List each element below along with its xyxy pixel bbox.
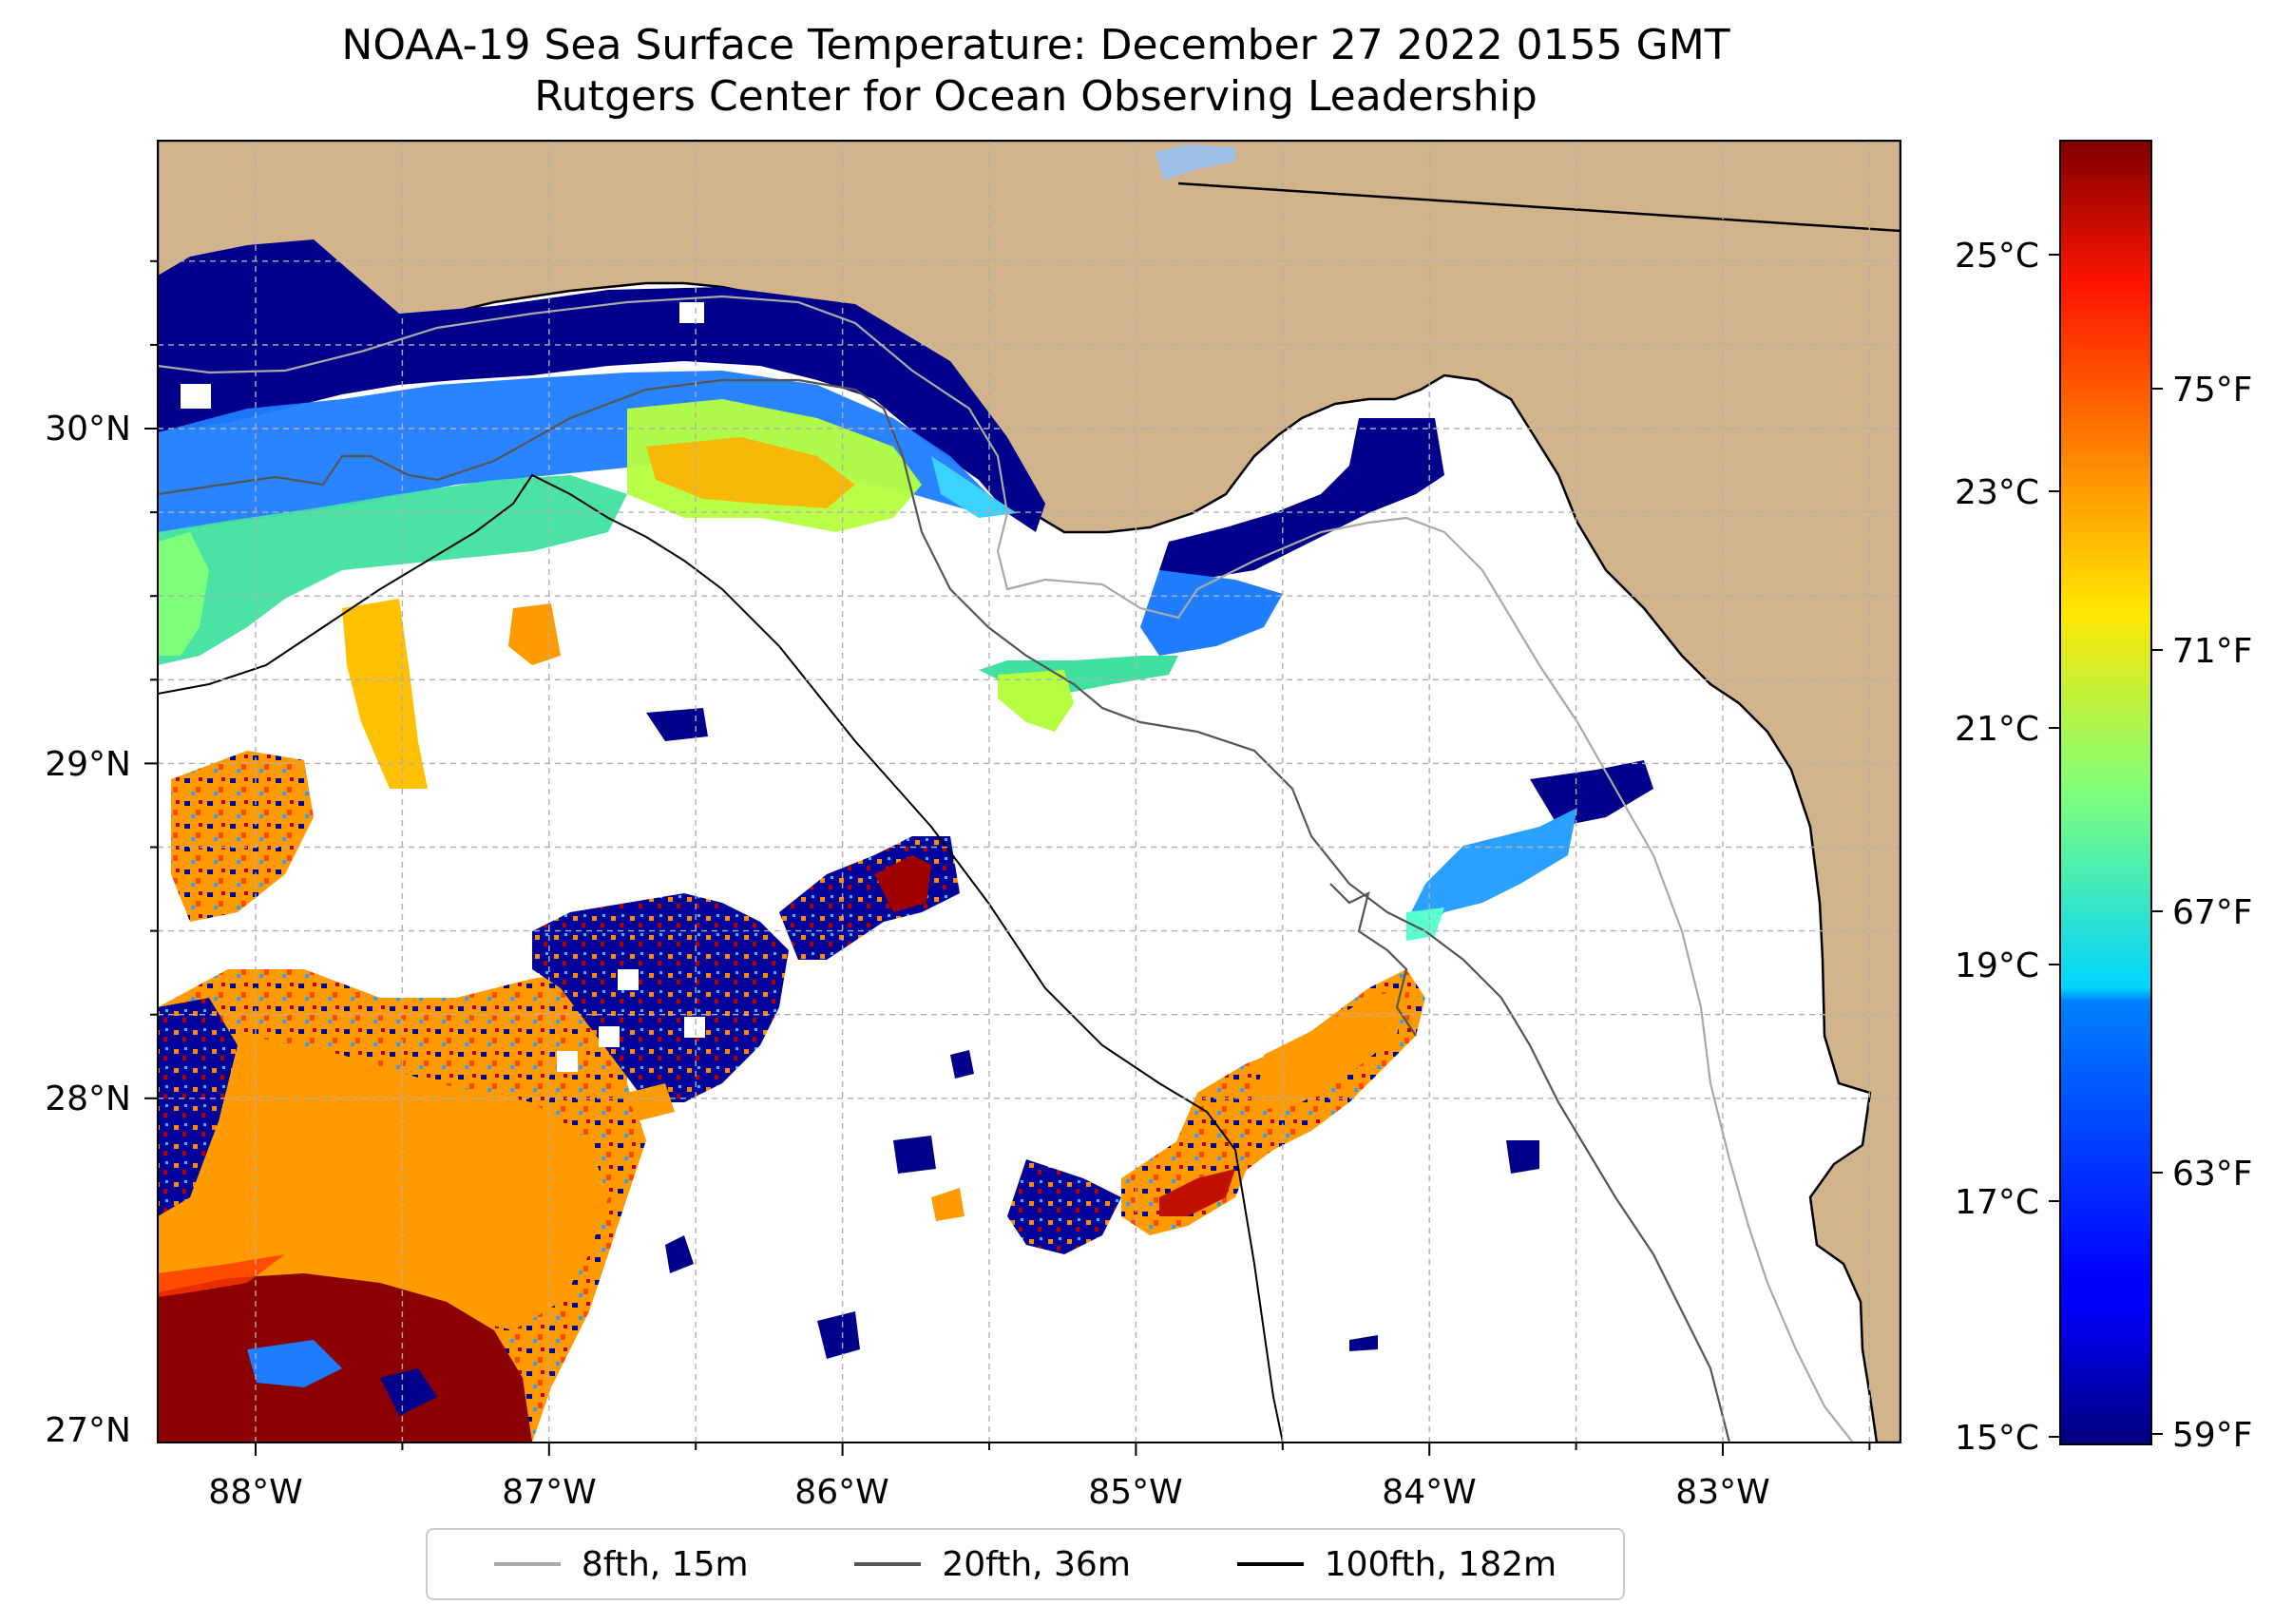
legend-swatch bbox=[493, 1562, 561, 1566]
map-frame bbox=[157, 140, 1901, 1443]
map-area bbox=[158, 141, 1900, 1442]
celsius-tick-label: 25°C bbox=[1955, 237, 2039, 276]
fahrenheit-tick-label: 75°F bbox=[2172, 371, 2253, 410]
legend-label: 100fth, 182m bbox=[1324, 1544, 1557, 1584]
lon-tick-label: 88°W bbox=[208, 1473, 302, 1512]
lat-tick-label: 28°N bbox=[45, 1079, 131, 1118]
lon-tick-label: 83°W bbox=[1675, 1473, 1769, 1512]
lat-tick-label: 29°N bbox=[45, 745, 131, 784]
legend-entry-20fth: 20fth, 36m bbox=[854, 1545, 1131, 1584]
legend-entry-8fth: 8fth, 15m bbox=[493, 1544, 749, 1584]
axis-ticks bbox=[144, 259, 1871, 1456]
fahrenheit-tick-label: 63°F bbox=[2172, 1155, 2253, 1194]
isobath-100fth bbox=[158, 473, 1284, 1442]
celsius-tick-label: 23°C bbox=[1955, 473, 2039, 512]
isobath-8fth bbox=[158, 295, 1854, 1442]
cloud-mask bbox=[181, 302, 705, 1072]
legend-label: 20fth, 36m bbox=[942, 1544, 1131, 1584]
map-title: NOAA-19 Sea Surface Temperature: Decembe… bbox=[341, 21, 1730, 69]
sst-data bbox=[158, 239, 1653, 1442]
lake bbox=[1155, 144, 1235, 181]
legend-label: 8fth, 15m bbox=[581, 1544, 749, 1584]
lon-tick-label: 86°W bbox=[794, 1473, 888, 1512]
colorbar-gradient bbox=[2059, 140, 2152, 1445]
colorbar: 25°C 23°C 21°C 19°C 17°C 15°C 75°F 71°F … bbox=[1955, 140, 2253, 1458]
legend-swatch bbox=[854, 1562, 922, 1566]
isobath-20fth bbox=[158, 378, 1731, 1442]
lon-tick-label: 87°W bbox=[502, 1473, 596, 1512]
celsius-tick-label: 19°C bbox=[1955, 946, 2039, 985]
legend-entry-100fth: 100fth, 182m bbox=[1236, 1544, 1557, 1584]
lat-tick-label: 30°N bbox=[45, 410, 131, 449]
celsius-tick-label: 21°C bbox=[1955, 710, 2039, 749]
state-boundary bbox=[1177, 182, 1900, 233]
lat-tick-label: 27°N bbox=[45, 1411, 131, 1450]
lon-tick-label: 84°W bbox=[1382, 1473, 1476, 1512]
fahrenheit-tick-label: 59°F bbox=[2172, 1416, 2253, 1455]
map-subtitle: Rutgers Center for Ocean Observing Leade… bbox=[534, 72, 1538, 121]
gridlines bbox=[158, 141, 1900, 1442]
fahrenheit-tick-label: 71°F bbox=[2172, 632, 2253, 671]
legend-swatch bbox=[1236, 1562, 1304, 1566]
celsius-tick-label: 17°C bbox=[1955, 1183, 2039, 1222]
celsius-tick-label: 15°C bbox=[1955, 1419, 2039, 1458]
lon-tick-label: 85°W bbox=[1088, 1473, 1182, 1512]
colorbar-ticks bbox=[2049, 254, 2163, 1438]
fahrenheit-tick-label: 67°F bbox=[2172, 893, 2253, 932]
isobath-legend: 8fth, 15m 20fth, 36m 100fth, 182m bbox=[426, 1528, 1625, 1600]
